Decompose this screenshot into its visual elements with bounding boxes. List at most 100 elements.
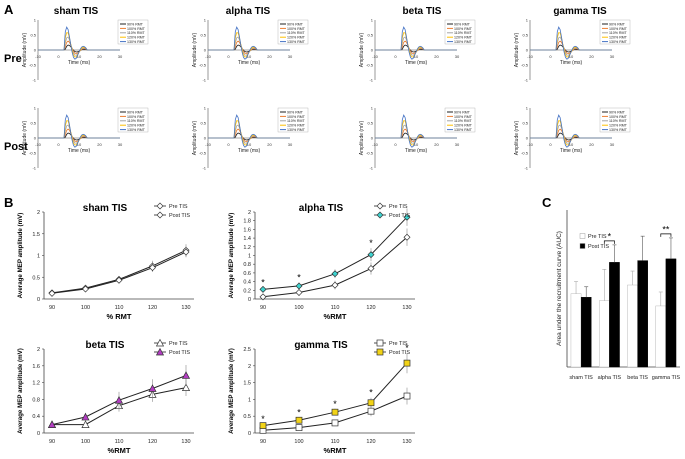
y-tick-label: 0.5 [32,275,40,281]
waveform-trace [530,132,612,141]
y-tick-label: 0.8 [32,397,40,403]
waveform-legend-label: 100% RMT [454,27,473,31]
waveform-trace [38,114,120,148]
waveform-legend-label: 120% RMT [287,124,306,128]
wave-title-beta: beta TIS [403,6,442,17]
waveform-y-tick: -0.5 [521,151,529,156]
waveform-y-tick: -0.5 [29,151,37,156]
y-axis-label: Average MEP amplitude (mV) [228,348,235,434]
waveform-y-tick: 1 [526,18,529,23]
waveform-y-tick: -0.5 [366,63,374,68]
legend-marker [156,202,164,210]
waveform-x-tick: -10 [35,142,42,147]
y-tick-label: 1.8 [243,219,251,225]
bar-legend-swatch [579,233,586,239]
bar-post [665,258,677,368]
significance-marker: * [261,277,265,287]
x-tick-label: 120 [366,305,375,311]
series-line-post [51,251,187,294]
x-axis-label: %RMT [324,446,347,455]
waveform-y-tick: -0.5 [199,151,207,156]
waveform-legend-label: 110% RMT [454,119,473,123]
series-line-post [262,362,408,427]
waveform-x-tick: -10 [35,54,42,59]
waveform-x-tick: 20 [97,142,102,147]
waveform-legend-label: 130% RMT [287,40,306,44]
waveform-legend-label: 120% RMT [127,124,146,128]
y-tick-label: 1.4 [243,236,251,242]
y-axis-label: Average MEP amplitude (mV) [228,213,235,299]
waveform-trace [375,26,457,60]
x-tick-label: 120 [366,439,375,445]
waveform-x-tick: 0 [394,54,397,59]
waveform-y-tick: -0.5 [29,63,37,68]
point-post [148,384,157,392]
wave-title-alpha: alpha TIS [226,6,271,17]
auc-bar-chart: Area under the recruitment curve (AUC) sh… [556,210,680,381]
y-tick-label: 0 [248,431,251,437]
x-tick-label: 100 [294,439,303,445]
waveform-legend-label: 120% RMT [127,36,146,40]
waveform-trace [530,26,612,60]
waveform-x-tick: 30 [610,54,615,59]
legend-label: Pre TIS [389,204,408,210]
significance-marker: * [297,272,301,282]
waveform-legend-box [117,19,149,45]
legend-marker [156,211,164,219]
y-tick-label: 0.5 [243,414,251,420]
waveform-y-tick: 1 [34,106,37,111]
bar-pre [570,293,582,368]
waveform-x-tick: 30 [288,142,293,147]
waveform-y-tick: 0 [526,48,529,53]
chart-title: alpha TIS [299,203,344,214]
waveform-trace [375,44,457,53]
waveform-y-tick: 0 [204,48,207,53]
waveform-trace [208,26,290,60]
line-chart: sham TIS 0 0.5 1 1.5 2 90 100 110 120 130 % RMT Aver… [17,202,194,321]
waveform-legend-label: 90% RMT [127,22,144,26]
y-tick-label: 2 [248,364,251,370]
row-label-pre: Pre [4,53,22,65]
waveform-x-tick: 0 [549,54,552,59]
point-pre [295,424,303,431]
waveform-x-tick: 30 [455,142,460,147]
waveform-trace [530,114,612,148]
waveform-x-tick: 0 [549,142,552,147]
waveform-y-tick: 0 [526,136,529,141]
legend-label: Post TIS [169,213,190,219]
waveform-legend-label: 100% RMT [609,27,628,31]
point-post [295,282,303,290]
x-tick-label: 90 [260,305,266,311]
legend-marker [376,202,384,210]
waveform-x-tick: 20 [434,142,439,147]
waveform-y-tick: -0.5 [366,151,374,156]
point-post [367,399,375,407]
waveform-x-tick: 10 [414,54,419,59]
waveform-x-label: Time (ms) [405,148,428,154]
point-post [81,412,90,421]
bar-category-label: gamma TIS [652,375,681,381]
waveform-y-tick: 0 [204,136,207,141]
waveform-x-tick: 20 [267,142,272,147]
waveform-trace [530,44,612,53]
y-axis-label: Average MEP amplitude (mV) [17,213,24,299]
waveform-y-tick: -1 [32,78,36,83]
waveform-legend-label: 110% RMT [287,119,306,123]
waveform-legend-label: 90% RMT [287,22,304,26]
point-post [259,285,267,293]
waveform-y-label: Amplitude (mV) [359,32,365,67]
waveform-trace [38,44,120,53]
x-tick-label: 90 [49,439,55,445]
waveform-legend-label: 130% RMT [127,128,146,132]
point-post [182,248,190,256]
legend-label: Post TIS [169,350,190,356]
waveform-y-tick: -1 [202,166,206,171]
waveform-x-tick: 10 [247,54,252,59]
bar-pre [627,284,638,368]
y-tick-label: 0.2 [243,288,251,294]
waveform-y-tick: -1 [32,166,36,171]
